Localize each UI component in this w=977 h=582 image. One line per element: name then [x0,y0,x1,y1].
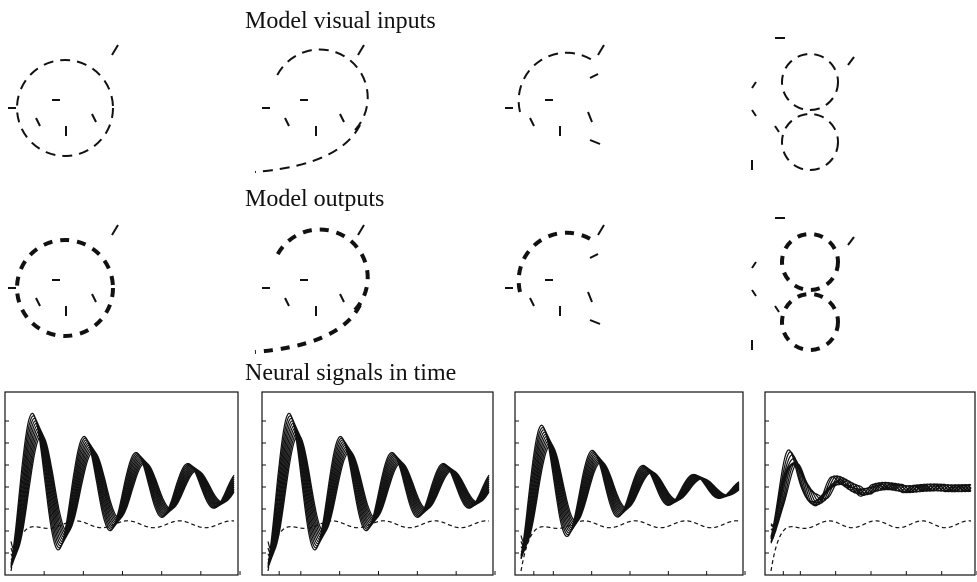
edge-element [597,224,605,236]
signal-trace [267,412,490,565]
reference-trace [770,520,972,572]
edge-element [774,125,780,133]
plot-frame [261,391,494,576]
signal-trace [770,457,972,543]
edge-element [111,44,119,56]
signal-trace [267,415,490,568]
plot-frame [4,391,239,576]
edge-element [339,293,345,303]
signal-trace [10,412,235,565]
contour [516,230,597,293]
edge-element [589,253,599,259]
edge-element [284,297,290,307]
edge-element [847,236,855,246]
signal-trace [770,449,972,538]
contour [780,292,840,352]
section-heading: Model visual inputs [245,8,436,34]
edge-element [589,139,601,145]
edge-element [597,44,605,56]
contour [781,53,839,111]
edge-element [284,117,290,127]
edge-element [587,111,593,123]
contour [254,227,370,354]
section-heading: Neural signals in time [245,360,456,386]
edge-element [587,291,593,303]
contour [780,232,840,292]
edge-element [339,113,345,123]
contour [16,59,114,157]
contour [781,113,839,171]
signal-trace [770,464,972,542]
edge-element [111,224,119,236]
contour [15,238,115,338]
edge-element [774,305,780,313]
plot-frame [764,391,976,576]
edge-element [751,109,757,117]
signal-trace [10,417,235,569]
signal-trace [520,424,740,557]
edge-element [847,56,855,66]
reference-trace [267,520,490,572]
edge-element [589,319,601,325]
edge-element [357,224,365,236]
signal-trace [10,415,235,568]
reference-trace [10,520,235,572]
section-heading: Model outputs [245,186,384,212]
edge-element [35,117,41,127]
signal-trace [520,426,740,559]
plot-frame [514,391,744,576]
edge-element [529,117,535,127]
edge-element [357,44,365,56]
edge-element [589,73,599,79]
reference-trace [520,520,740,572]
edge-element [751,261,757,269]
edge-element [529,297,535,307]
edge-element [751,289,757,297]
contour [517,51,596,113]
edge-element [35,297,41,307]
edge-element [91,113,97,123]
edge-element [751,81,757,89]
signal-trace [267,417,490,569]
edge-element [91,293,97,303]
contour [254,48,369,173]
